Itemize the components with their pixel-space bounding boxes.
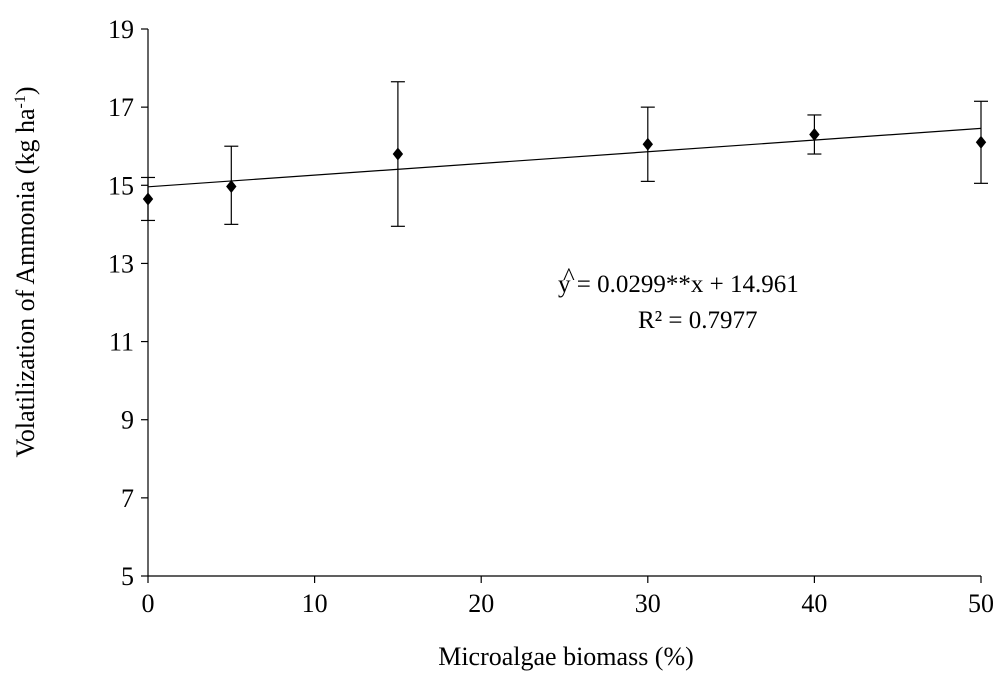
x-tick-label-5: 50: [968, 589, 994, 618]
data-point-3: [642, 137, 653, 151]
x-tick-label-1: 10: [302, 589, 328, 618]
y-axis-title-close: ): [11, 86, 40, 95]
y-tick-label-3: 11: [109, 328, 134, 357]
r-squared: R² = 0.7977: [638, 307, 758, 334]
x-axis-title: Microalgae biomass (%): [438, 642, 694, 671]
y-axis-title-superscript: -1: [12, 95, 29, 108]
data-point-1: [226, 179, 237, 193]
data-point-2: [392, 147, 404, 161]
y-tick-label-0: 5: [121, 562, 134, 591]
x-tick-label-4: 40: [801, 589, 827, 618]
y-axis-title: Volatilization of Ammonia (kg ha-1): [11, 86, 40, 457]
y-axis-title-main: Volatilization of Ammonia (kg ha: [11, 108, 40, 457]
data-point-4: [809, 127, 820, 141]
trendline: [147, 127, 982, 188]
data-point-0: [142, 192, 154, 206]
y-tick-label-5: 15: [108, 171, 134, 200]
data-point-5: [975, 135, 987, 149]
x-tick-label-0: 0: [142, 589, 155, 618]
y-tick-label-7: 19: [108, 15, 134, 44]
y-tick-label-4: 13: [108, 249, 134, 278]
y-tick-label-2: 9: [121, 406, 134, 435]
x-tick-label-3: 30: [635, 589, 661, 618]
y-tick-label-1: 7: [121, 484, 134, 513]
regression-equation: y = 0.0299**x + 14.961: [558, 271, 799, 298]
equation-hat: ^: [563, 264, 575, 291]
x-tick-label-2: 20: [468, 589, 494, 618]
y-tick-label-6: 17: [108, 93, 134, 122]
